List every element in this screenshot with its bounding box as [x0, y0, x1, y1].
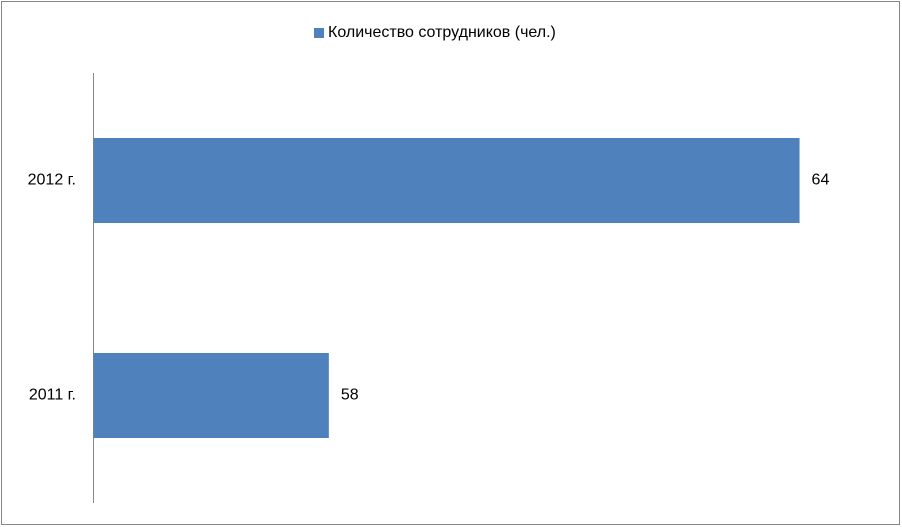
bar — [93, 353, 329, 438]
data-label: 58 — [341, 387, 359, 404]
y-tick-label: 2012 г. — [28, 172, 76, 189]
legend-label: Количество сотрудников (чел.) — [328, 24, 556, 41]
bar — [93, 138, 800, 223]
y-tick-label: 2011 г. — [29, 387, 76, 404]
data-label: 64 — [812, 172, 830, 189]
legend-swatch — [314, 28, 324, 38]
